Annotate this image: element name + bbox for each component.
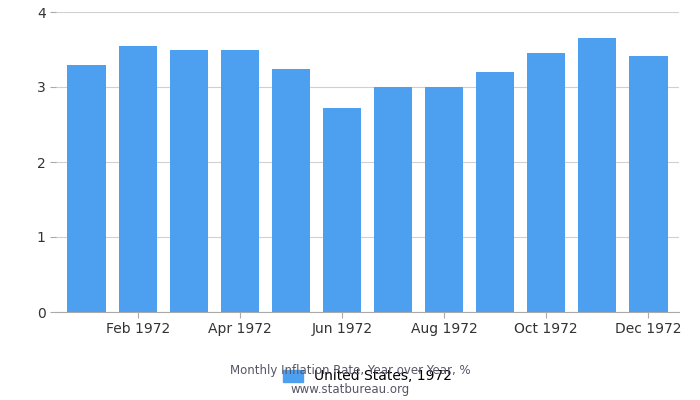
Bar [425,87,463,312]
Bar [527,53,566,312]
Bar [578,38,617,312]
Bar [272,69,310,312]
Bar [67,64,106,312]
Text: Monthly Inflation Rate, Year over Year, %
www.statbureau.org: Monthly Inflation Rate, Year over Year, … [230,364,470,396]
Bar [374,87,412,312]
Bar [220,50,259,312]
Bar [629,56,668,312]
Bar [118,46,157,312]
Bar [169,50,208,312]
Bar [476,72,514,312]
Legend: United States, 1972: United States, 1972 [277,364,458,389]
Bar [323,108,361,312]
